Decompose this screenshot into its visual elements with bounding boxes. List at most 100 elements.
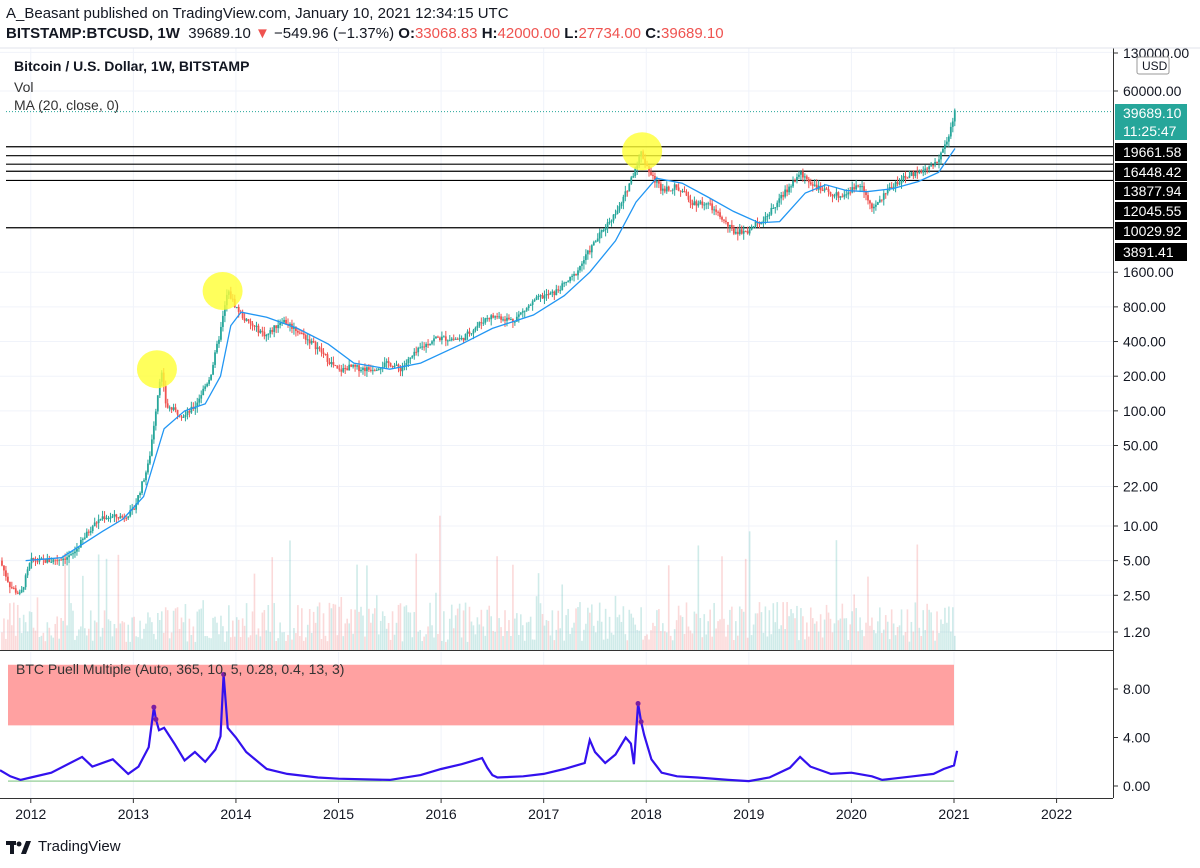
volume-bar: [622, 606, 625, 650]
candle-body: [740, 229, 743, 234]
volume-bar: [808, 636, 810, 650]
candle-body: [831, 194, 834, 197]
volume-bar: [387, 623, 390, 650]
ma-line: [25, 148, 956, 562]
volume-bar: [28, 611, 31, 650]
volume-bar: [133, 616, 135, 650]
candle-body: [150, 439, 153, 456]
candle-body: [835, 192, 838, 196]
candle-body: [255, 325, 258, 327]
volume-bar: [261, 612, 264, 650]
volume-bar: [56, 616, 59, 650]
volume-bar: [419, 629, 421, 650]
volume-bar: [669, 635, 672, 650]
symbol-label[interactable]: BITSTAMP:BTCUSD, 1W: [6, 25, 180, 42]
volume-bar: [391, 611, 394, 650]
volume-bar: [476, 617, 479, 650]
candle-body: [446, 340, 449, 342]
candle-body: [452, 338, 455, 340]
candle-body: [125, 517, 128, 519]
candle-body: [953, 110, 956, 122]
candle-body: [577, 270, 579, 276]
volume-bar: [575, 608, 577, 650]
volume-bar: [914, 602, 917, 650]
volume-bar: [352, 633, 354, 650]
puell-legend[interactable]: BTC Puell Multiple (Auto, 365, 10, 5, 0.…: [16, 661, 345, 677]
volume-bar: [624, 634, 627, 650]
candle-body: [770, 207, 773, 215]
footer-brand[interactable]: TradingView: [6, 838, 121, 855]
volume-bar: [38, 636, 41, 650]
volume-bar: [439, 515, 441, 650]
candle-body: [512, 319, 514, 323]
down-arrow-icon: ▼: [254, 25, 270, 42]
candle-body: [383, 362, 386, 368]
volume-bar: [237, 619, 240, 650]
volume-legend[interactable]: Vol: [14, 79, 34, 95]
volume-bar: [304, 637, 307, 650]
volume-bar: [46, 622, 49, 650]
candle-body: [22, 587, 25, 590]
puell-tick-label: 4.00: [1123, 730, 1150, 746]
volume-bar: [616, 617, 619, 650]
volume-bar: [660, 631, 662, 650]
candle-body: [581, 263, 583, 266]
volume-bar: [381, 611, 384, 650]
candle-body: [147, 463, 149, 473]
candle-body: [839, 196, 842, 198]
volume-bar: [906, 609, 909, 650]
volume-bar: [940, 619, 942, 650]
volume-bar: [253, 573, 256, 650]
volume-bar: [677, 605, 680, 650]
volume-bar: [366, 565, 368, 650]
time-tick-label: 2013: [118, 806, 149, 822]
candle-body: [823, 188, 826, 191]
volume-bar: [869, 625, 871, 650]
candle-body: [166, 403, 169, 408]
volume-bar: [719, 619, 721, 650]
candle-body: [904, 175, 907, 178]
candle-body: [218, 339, 220, 344]
ma-legend[interactable]: MA (20, close, 0): [14, 97, 120, 113]
candle-body: [604, 227, 607, 231]
candle-body: [83, 537, 86, 539]
candle-body: [906, 177, 909, 179]
candle-body: [801, 171, 804, 178]
candle-body: [99, 519, 102, 521]
candle-body: [223, 305, 226, 316]
candle-body: [772, 207, 775, 209]
price-tick-label: 1.20: [1123, 624, 1150, 640]
candle-body: [622, 196, 625, 204]
candle-body: [429, 343, 431, 346]
candle-body: [616, 210, 619, 215]
candle-body: [492, 315, 495, 318]
open-value: 33068.83: [414, 25, 478, 42]
volume-bar: [587, 607, 589, 650]
candle-body: [324, 354, 327, 356]
volume-bar: [271, 557, 274, 650]
volume-bar: [833, 623, 836, 650]
time-tick-label: 2020: [836, 806, 867, 822]
candle-body: [853, 187, 856, 190]
volume-bar: [279, 622, 281, 650]
volume-bar: [490, 616, 493, 650]
volume-bar: [879, 607, 881, 650]
series-title[interactable]: Bitcoin / U.S. Dollar, 1W, BITSTAMP: [14, 58, 250, 74]
volume-bar: [815, 621, 818, 650]
candle-body: [863, 186, 865, 193]
candle-body: [876, 202, 879, 205]
volume-bar: [407, 612, 410, 650]
volume-bar: [239, 637, 242, 650]
candle-body: [821, 190, 824, 192]
candle-body: [681, 191, 684, 193]
volume-bar: [591, 604, 593, 650]
candle-body: [845, 194, 848, 196]
candle-body: [825, 188, 828, 190]
volume-bar: [397, 604, 400, 650]
candle-body: [557, 289, 560, 291]
candle-body: [10, 587, 13, 589]
currency-button[interactable]: [1136, 56, 1170, 75]
candle-body: [583, 260, 585, 264]
volume-bar: [312, 611, 315, 650]
